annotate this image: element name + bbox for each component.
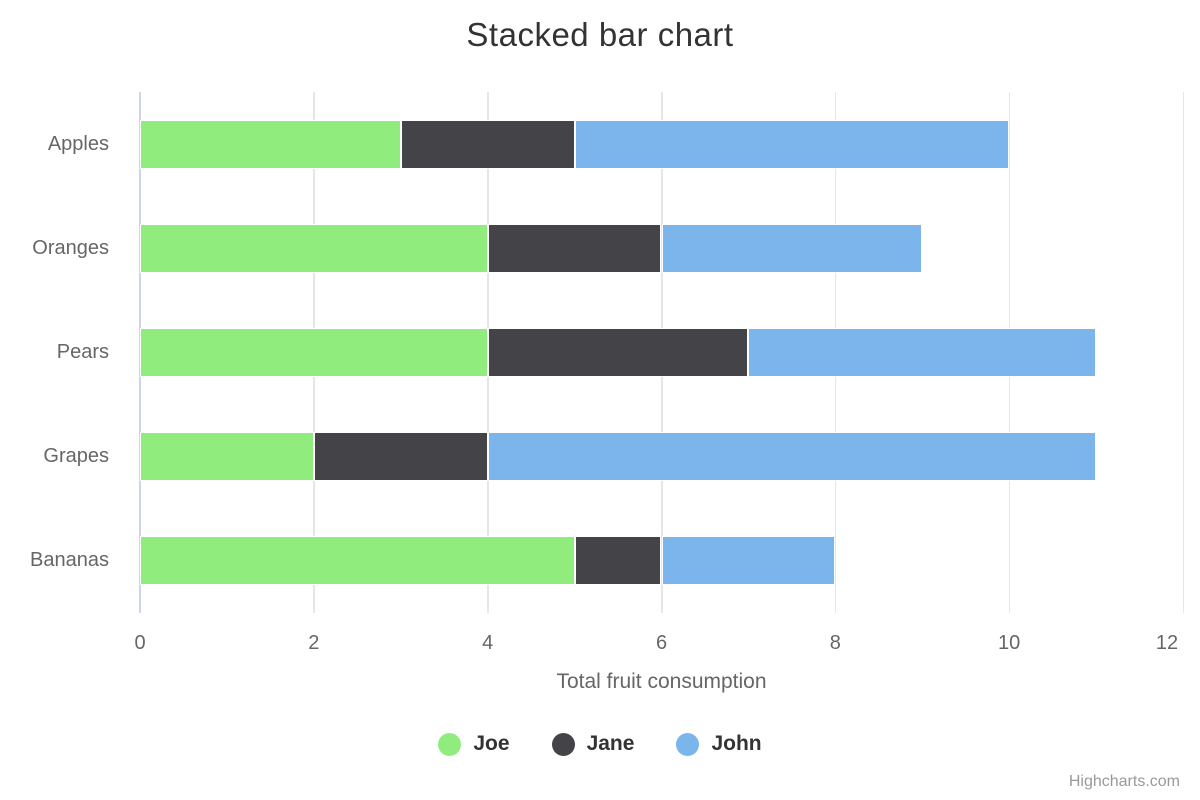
legend-label-jane: Jane	[586, 732, 635, 755]
category-label-grapes: Grapes	[43, 445, 109, 468]
category-label-pears: Pears	[56, 341, 109, 363]
bar-segment-joe-grapes[interactable]	[140, 432, 314, 482]
legend: Joe Jane John	[0, 732, 1200, 756]
category-axis-labels: Apples Oranges Pears Grapes Bananas	[0, 92, 109, 613]
bar-segment-john-pears[interactable]	[748, 328, 1097, 377]
gridline-x-12	[1182, 92, 1184, 613]
bar-segment-jane-bananas[interactable]	[574, 536, 662, 586]
bar-segment-jane-pears[interactable]	[487, 328, 749, 377]
value-axis-labels: 0 2 4 6 8 10 12	[134, 632, 1183, 656]
category-label-bananas: Bananas	[30, 549, 109, 572]
plot-area	[140, 92, 1184, 613]
category-label-oranges: Oranges	[32, 236, 109, 259]
legend-marker-joe	[438, 732, 462, 756]
x-tick-label-0: 0	[134, 632, 146, 654]
bar-segment-joe-apples[interactable]	[140, 119, 401, 169]
legend-marker-jane	[551, 732, 575, 756]
chart-title: Stacked bar chart	[466, 16, 734, 53]
x-tick-label-6: 6	[655, 632, 668, 654]
bar-segment-joe-oranges[interactable]	[140, 223, 488, 273]
legend-item-jane[interactable]: Jane	[551, 732, 635, 756]
x-tick-label-10: 10	[998, 632, 1021, 654]
bar-segment-john-apples[interactable]	[574, 119, 1010, 169]
bar-segment-jane-oranges[interactable]	[487, 223, 662, 273]
legend-item-joe[interactable]: Joe	[438, 732, 510, 756]
legend-marker-john	[676, 732, 700, 756]
x-tick-label-2: 2	[308, 632, 320, 654]
x-tick-label-12: 12	[1155, 632, 1179, 654]
bar-segment-joe-bananas[interactable]	[140, 536, 575, 586]
bar-segment-john-grapes[interactable]	[487, 432, 1097, 482]
legend-item-john[interactable]: John	[676, 732, 762, 756]
legend-label-joe: Joe	[473, 732, 510, 755]
x-tick-label-4: 4	[482, 632, 494, 654]
category-label-apples: Apples	[47, 132, 109, 155]
legend-label-john: John	[711, 732, 762, 755]
bar-segment-joe-pears[interactable]	[140, 328, 488, 377]
credits-link[interactable]: Highcharts.com	[1068, 773, 1180, 790]
value-axis-title: Total fruit consumption	[556, 670, 767, 693]
x-tick-label-8: 8	[829, 632, 841, 654]
bar-segment-john-bananas[interactable]	[661, 536, 836, 586]
bar-segment-jane-apples[interactable]	[400, 119, 575, 169]
bar-segment-john-oranges[interactable]	[661, 223, 923, 273]
bar-segment-jane-grapes[interactable]	[313, 432, 488, 482]
